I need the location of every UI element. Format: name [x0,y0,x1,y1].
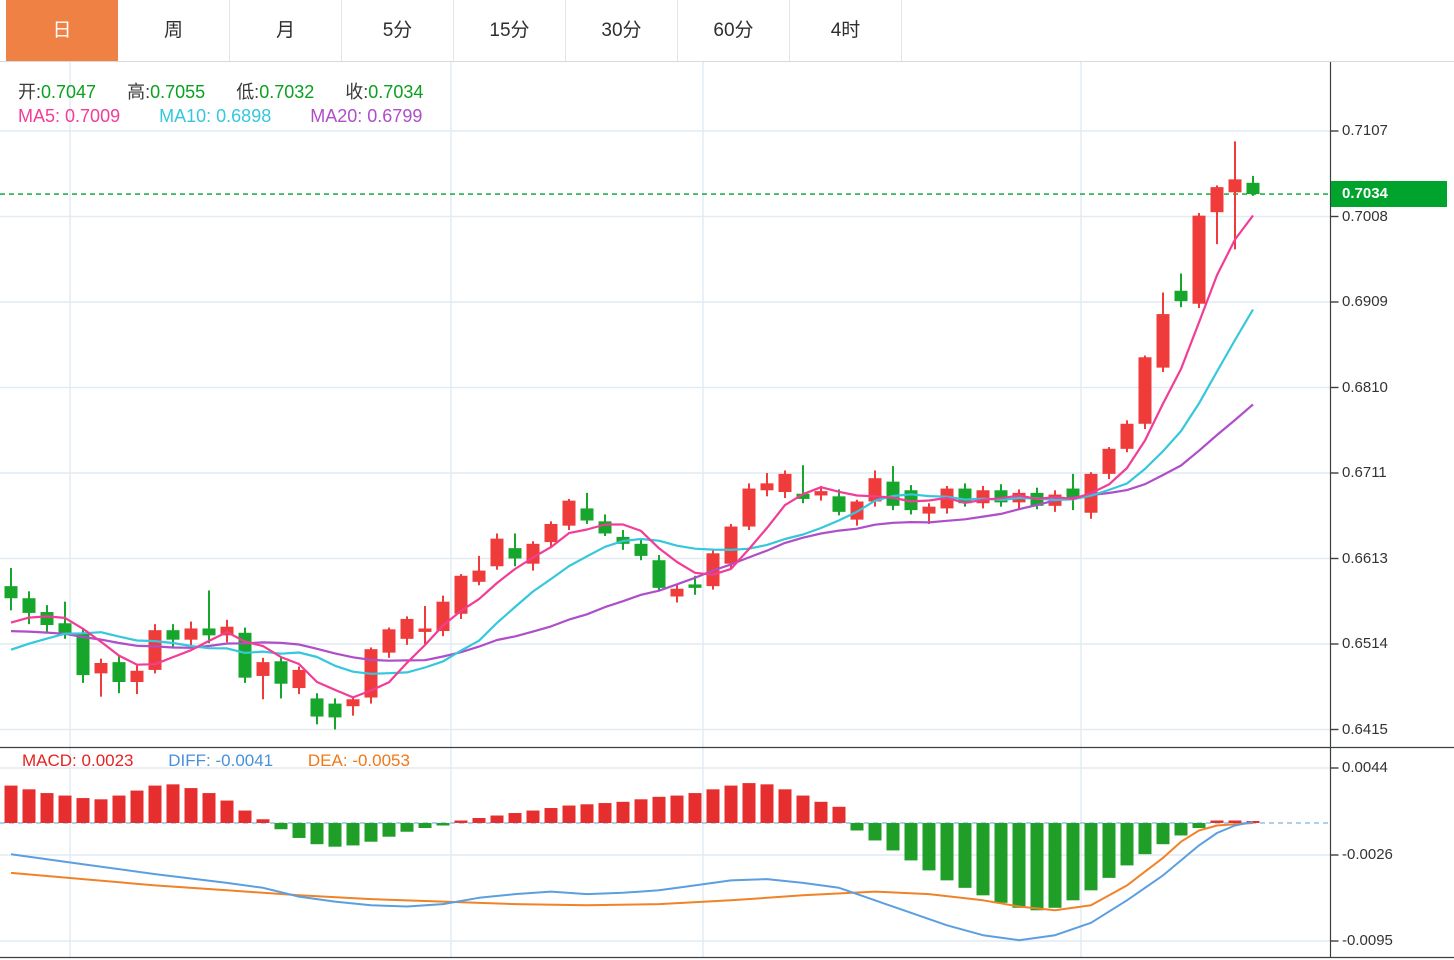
low-value: 0.7032 [259,82,315,102]
price-tick-0-6810: 0.6810 [1342,379,1388,396]
tab-60min[interactable]: 60分 [678,0,790,61]
macd-tick-neg-0-0095: -0.0095 [1342,932,1393,949]
ma20-legend: MA20: 0.6799 [310,106,423,126]
close-value: 0.7034 [368,82,424,102]
tab-30min[interactable]: 30分 [566,0,678,61]
tab-weekly[interactable]: 周 [118,0,230,61]
ohlc-legend: 开:0.7047 高:0.7055 低:0.7032 收:0.7034 [18,78,449,104]
tab-monthly[interactable]: 月 [230,0,342,61]
diff-value-legend: DIFF: -0.0041 [168,751,274,770]
open-value: 0.7047 [41,82,97,102]
macd-tick-0-0044: 0.0044 [1342,759,1388,776]
macd-value-legend: MACD: 0.0023 [22,751,134,770]
low-label: 低: [236,82,260,102]
tab-15min[interactable]: 15分 [454,0,566,61]
price-tick-0-6909: 0.6909 [1342,293,1388,310]
timeframe-tabbar: 日 周 月 5分 15分 30分 60分 4时 [0,0,1454,62]
price-tick-0-6415: 0.6415 [1342,721,1388,738]
macd-tick-neg-0-0026: -0.0026 [1342,846,1393,863]
ma10-legend: MA10: 0.6898 [159,106,272,126]
dea-value-legend: DEA: -0.0053 [307,751,410,770]
high-label: 高: [127,82,151,102]
current-price-badge: 0.7034 [1331,181,1447,207]
tab-4hour[interactable]: 4时 [790,0,902,61]
tab-daily[interactable]: 日 [6,0,118,61]
price-tick-0-6711: 0.6711 [1342,464,1387,481]
open-label: 开: [18,82,42,102]
tab-5min[interactable]: 5分 [342,0,454,61]
price-tick-0-6613: 0.6613 [1342,550,1388,567]
price-tick-0-6514: 0.6514 [1342,635,1388,652]
price-tick-0-7107: 0.7107 [1342,122,1388,139]
price-tick-0-7008: 0.7008 [1342,208,1388,225]
ma-legend: MA5: 0.7009 MA10: 0.6898 MA20: 0.6799 [18,106,456,127]
ma5-legend: MA5: 0.7009 [18,106,121,126]
high-value: 0.7055 [150,82,206,102]
macd-legend: MACD: 0.0023 DIFF: -0.0041 DEA: -0.0053 [22,751,440,771]
close-label: 收: [345,82,369,102]
